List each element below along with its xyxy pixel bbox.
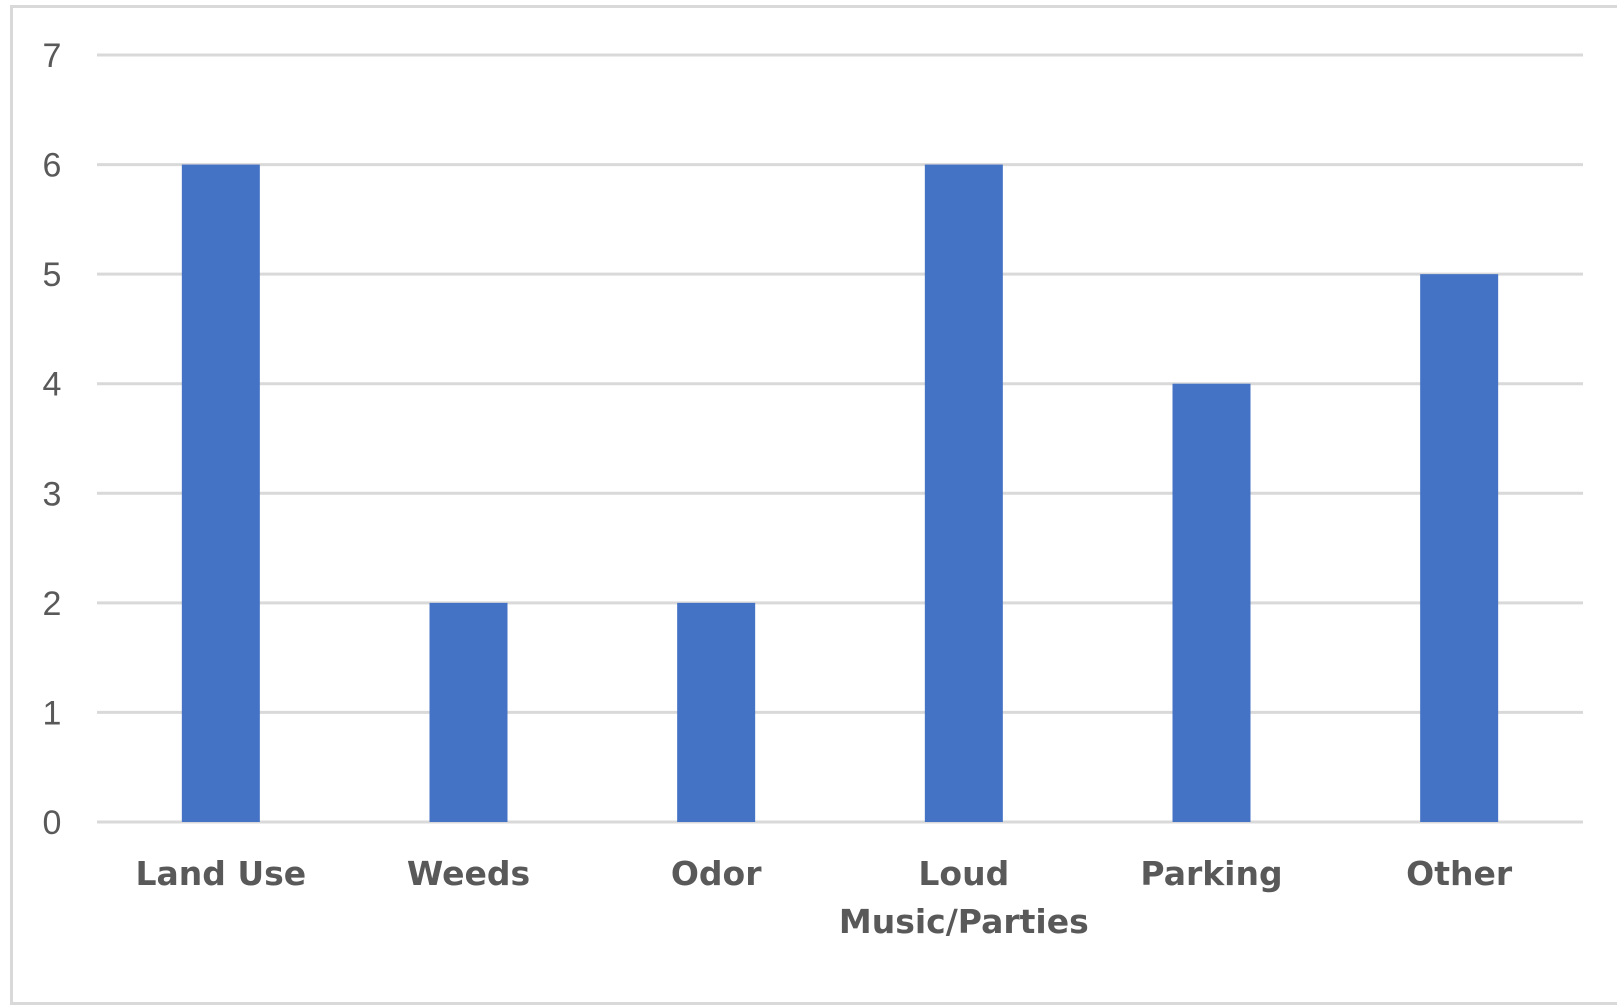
x-category-label: Other [1406,854,1513,893]
x-category-label: Odor [671,854,762,893]
y-tick-label: 4 [43,366,62,404]
bar-loud-music-parties [924,164,1003,823]
y-axis-tick-labels: 0 1 2 3 4 5 6 7 [43,37,62,842]
bar-parking [1172,383,1251,822]
bar-chart: 0 1 2 3 4 5 6 7 Land Use Weeds Odor Loud Music/Part… [43,37,1583,941]
y-tick-label: 1 [43,694,62,732]
chart-frame [10,5,1617,1005]
y-tick-label: 5 [43,256,62,294]
y-tick-label: 7 [43,37,62,75]
x-axis-category-labels: Land Use Weeds Odor Loud Music/Parties Parkin… [135,854,1512,941]
bar-land-use [181,164,260,823]
x-category-label: Weeds [407,854,530,893]
y-tick-label: 0 [43,804,62,842]
bar-other [1420,274,1499,823]
bars [181,164,1499,823]
x-category-label: Parking [1140,854,1282,893]
y-tick-label: 3 [43,475,62,513]
gridlines [97,53,1583,824]
x-category-label: Loud Music/Parties [839,854,1089,941]
y-tick-label: 6 [43,147,62,185]
bar-odor [677,602,756,822]
y-tick-label: 2 [43,585,62,623]
x-category-label: Land Use [135,854,306,893]
bar-weeds [429,602,508,822]
